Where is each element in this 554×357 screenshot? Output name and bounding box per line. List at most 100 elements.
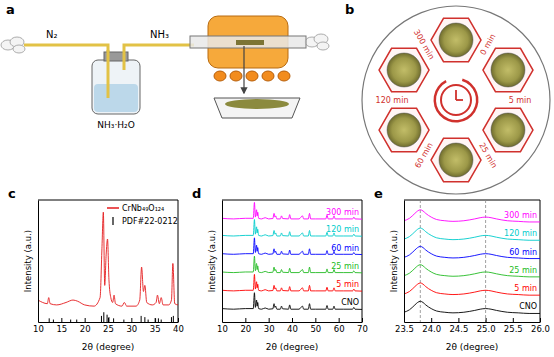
xrd-pattern xyxy=(404,265,540,277)
reference-stick xyxy=(171,317,172,322)
sample-photos: b0 min5 min25 min60 min120 min300 min xyxy=(345,2,550,194)
x-tick-label: 40 xyxy=(287,324,298,334)
x-tick: 60 xyxy=(334,318,345,334)
heater xyxy=(214,71,226,81)
legend-key xyxy=(107,207,119,209)
series-label: 120 min xyxy=(326,225,359,234)
sample-photo xyxy=(439,23,473,57)
series-label: 60 min xyxy=(331,244,359,253)
x-tick-mark xyxy=(269,318,270,322)
label: 300 min xyxy=(412,28,436,61)
x-tick-mark xyxy=(458,318,459,322)
plot-frame xyxy=(404,200,540,201)
xrd-pattern xyxy=(404,228,540,240)
sample-photo xyxy=(439,143,473,177)
xrd-pattern xyxy=(404,283,540,295)
x-tick-label: 25.0 xyxy=(477,324,496,334)
y-axis-title: Intensity (a.u.) xyxy=(23,230,33,292)
x-tick-label: 20 xyxy=(240,324,251,334)
x-tick-label: 10 xyxy=(33,324,44,334)
chart-panel: 10203040506070d2θ (degree)Intensity (a.u… xyxy=(192,186,368,352)
xrd-pattern xyxy=(222,293,362,310)
y-axis xyxy=(404,201,405,323)
x-tick-mark xyxy=(108,318,109,322)
legend: CrNb₄₉O₁₂₄PDF#22-0212 xyxy=(107,204,178,226)
x-tick-label: 25 xyxy=(103,324,114,334)
reference-stick xyxy=(49,318,50,322)
x-tick: 50 xyxy=(310,318,321,334)
xrd-pattern xyxy=(404,246,540,258)
label: 25 min xyxy=(477,141,499,170)
x-axis-line xyxy=(39,322,179,323)
x-tick-mark xyxy=(431,318,432,322)
series-label: 60 min xyxy=(509,248,537,257)
reference-line xyxy=(420,200,421,322)
plot-data xyxy=(222,202,362,309)
figure: aN₂NH₃NH₃·H₂Ob0 min5 min25 min60 min120 … xyxy=(0,0,554,357)
chart-panel: 23.524.024.525.025.526.0e2θ (degree)Inte… xyxy=(374,186,550,352)
chart-panel: 10152025303540c2θ (degree)Intensity (a.u… xyxy=(8,186,184,352)
xrd-pattern xyxy=(222,202,362,219)
x-axis: 10152025303540 xyxy=(33,318,184,334)
x-tick: 30 xyxy=(264,318,275,334)
sample-photo xyxy=(387,113,421,147)
series-label: 300 min xyxy=(504,211,537,220)
x-axis-line xyxy=(223,322,363,323)
heater xyxy=(262,71,274,81)
y-axis-line xyxy=(38,201,39,323)
x-tick: 26.0 xyxy=(531,318,550,334)
series-label: 120 min xyxy=(504,229,537,238)
sample-photo xyxy=(491,53,525,87)
photo-disc xyxy=(362,6,550,194)
plot-frame xyxy=(222,200,362,201)
xrd-pattern xyxy=(404,301,540,313)
reference-stick xyxy=(107,315,108,322)
hexagon xyxy=(431,138,481,181)
legend-entry: CrNb₄₉O₁₂₄ xyxy=(122,204,164,213)
x-tick-mark xyxy=(178,318,179,322)
x-tick-label: 35 xyxy=(150,324,161,334)
x-tick-label: 23.5 xyxy=(395,324,414,334)
x-tick: 35 xyxy=(150,318,161,334)
x-tick-label: 50 xyxy=(310,324,321,334)
y-axis xyxy=(38,201,39,323)
reference-stick xyxy=(123,320,124,322)
xrd-pattern xyxy=(222,274,362,291)
sample-photo xyxy=(387,53,421,87)
reference-stick xyxy=(103,312,104,322)
xrd-pattern xyxy=(404,210,540,222)
x-axis-title: 2θ (degree) xyxy=(446,342,499,352)
x-axis: 23.524.024.525.025.526.0 xyxy=(395,318,550,334)
reference-stick xyxy=(144,317,145,322)
heater xyxy=(246,71,258,81)
panel-label: d xyxy=(192,186,201,201)
label: 120 min xyxy=(376,96,409,105)
x-tick: 20 xyxy=(80,318,91,334)
plot-frame xyxy=(362,200,363,322)
x-tick-label: 40 xyxy=(173,324,184,334)
x-tick-mark xyxy=(155,318,156,322)
reference-stick xyxy=(155,318,156,322)
hexagon xyxy=(483,48,533,91)
sample-boat xyxy=(236,40,264,45)
xrd-pattern xyxy=(222,256,362,273)
series-label: 300 min xyxy=(326,208,359,217)
bottle-liquid xyxy=(94,84,138,112)
figure-svg: aN₂NH₃NH₃·H₂Ob0 min5 min25 min60 min120 … xyxy=(0,0,554,357)
reference-stick xyxy=(158,318,159,322)
x-tick-mark xyxy=(292,318,293,322)
x-tick-mark xyxy=(315,318,316,322)
label: 5 min xyxy=(509,96,532,105)
series-label: 25 min xyxy=(331,262,359,271)
x-tick-mark xyxy=(131,318,132,322)
cloud-puff xyxy=(317,42,329,50)
bottle xyxy=(92,60,140,114)
heater xyxy=(230,71,242,81)
boat-enlarged xyxy=(214,98,300,118)
x-tick-label: 24.5 xyxy=(449,324,468,334)
panel-label: c xyxy=(8,186,16,201)
hexagon xyxy=(379,108,429,151)
series-label: CNO xyxy=(519,302,537,311)
label: N₂ xyxy=(46,29,58,40)
x-tick-label: 70 xyxy=(357,324,368,334)
